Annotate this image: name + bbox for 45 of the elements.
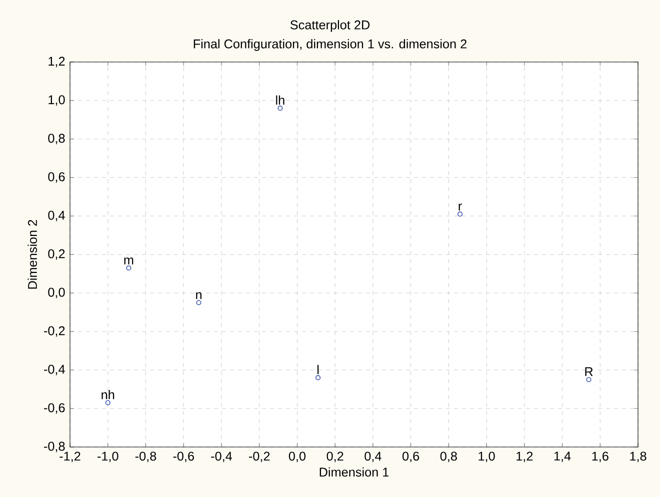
annotation: R — [585, 367, 593, 376]
x-tick-label: 1,0 — [478, 452, 495, 462]
y-tick-label: 1,2 — [48, 56, 65, 68]
x-tick-label: -1,2 — [60, 452, 80, 462]
x-tick-label: -0,8 — [135, 452, 156, 462]
y-tick-label: 1,0 — [48, 95, 65, 106]
x-tick-label: 0,4 — [364, 452, 382, 462]
x-tick-label: 1,8 — [630, 452, 646, 462]
x-tick-label: 1,4 — [554, 452, 571, 462]
x-tick-label: -0,2 — [248, 452, 270, 462]
x-tick-label: 0,8 — [440, 452, 457, 462]
point — [196, 300, 202, 306]
y-axis-title: Dimension 2 — [28, 220, 37, 289]
y-tick-label: 0,2 — [48, 249, 65, 260]
x-tick-label: 0,6 — [402, 452, 420, 462]
y-tick-label: 0,8 — [48, 134, 65, 144]
annotation: r — [458, 204, 462, 210]
y-tick-label: -0,6 — [44, 403, 65, 414]
x-tick-label: 0,2 — [326, 452, 344, 462]
y-tick-label: 0,0 — [48, 288, 65, 298]
point — [126, 265, 132, 271]
x-axis-title: Dimension 1 — [320, 467, 389, 477]
x-tick-label: 0,0 — [288, 452, 306, 462]
point — [316, 375, 321, 380]
x-tick-label: 1,6 — [592, 452, 608, 462]
annotation: l — [317, 364, 319, 374]
annotation: n — [196, 292, 202, 300]
point — [586, 377, 592, 382]
point — [458, 212, 463, 217]
x-tick-label: -1,0 — [98, 452, 118, 462]
annotation: nh — [102, 390, 114, 400]
x-tick-label: 1,2 — [516, 452, 533, 462]
annotation: m — [124, 258, 134, 264]
y-tick-label: 0,6 — [48, 172, 65, 183]
chart-title: Scatterplot 2D — [290, 20, 370, 32]
point — [105, 400, 110, 406]
point — [278, 106, 283, 111]
x-tick-label: -0,4 — [211, 452, 232, 462]
annotation: lh — [276, 95, 284, 105]
y-tick-label: -0,2 — [44, 326, 65, 337]
y-tick-label: -0,8 — [44, 442, 65, 452]
y-tick-label: 0,4 — [48, 210, 65, 222]
y-tick-label: -0,4 — [44, 364, 65, 376]
chart-subtitle: Final Configuration, dimension 1 vs. dimension 2 — [194, 39, 466, 51]
x-tick-label: -0,6 — [173, 452, 194, 462]
